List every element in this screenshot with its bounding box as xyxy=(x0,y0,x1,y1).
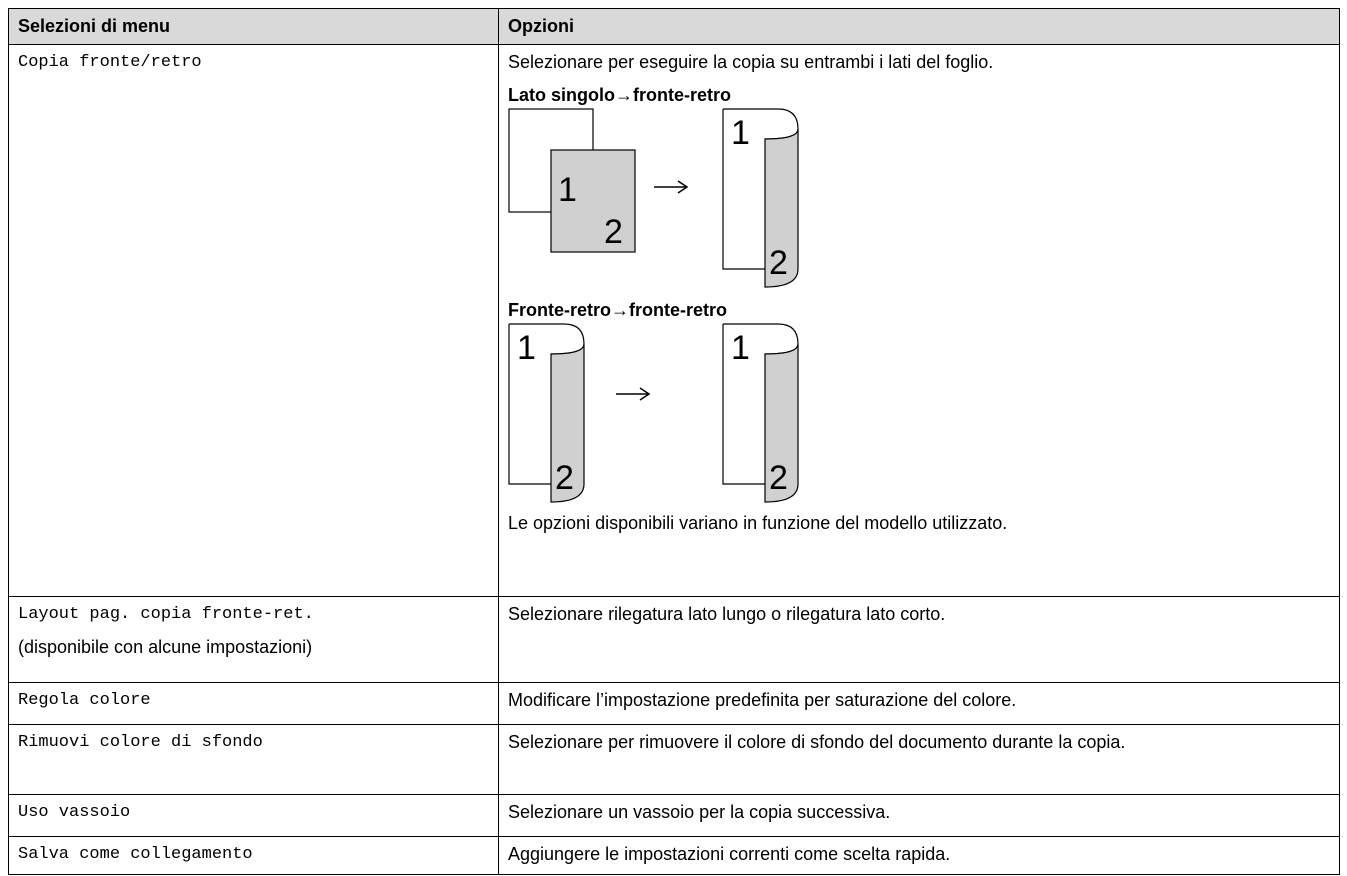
options-cell: Selezionare rilegatura lato lungo o rile… xyxy=(498,596,1340,683)
duplex-icon: 1 2 xyxy=(722,108,799,288)
page-icon xyxy=(550,149,636,253)
duplex-icon: 1 2 xyxy=(508,323,585,503)
options-cell: Selezionare per eseguire la copia su ent… xyxy=(498,44,1340,597)
page-number: 2 xyxy=(769,244,788,282)
header-cell: Opzioni xyxy=(498,8,1340,45)
page-number: 1 xyxy=(517,329,536,367)
options-text: Selezionare per eseguire la copia su ent… xyxy=(508,52,994,72)
options-cell: Selezionare un vassoio per la copia succ… xyxy=(498,794,1340,837)
menu-cell: Copia fronte/retro xyxy=(8,44,499,597)
header-cell: Selezioni di menu xyxy=(8,8,499,45)
duplex-icon: 1 2 xyxy=(722,323,799,503)
arrow xyxy=(616,387,651,401)
page-number: 1 xyxy=(731,114,750,152)
arrow xyxy=(654,180,689,194)
row: Uso vassoio Selezionare un vassoio per l… xyxy=(8,794,1340,837)
menu-cell: Layout pag. copia fronte-ret. (disponibi… xyxy=(8,596,499,683)
row: Layout pag. copia fronte-ret. (disponibi… xyxy=(8,596,1340,683)
row: Copia fronte/retro Selezionare per esegu… xyxy=(8,44,1340,597)
page-number: 2 xyxy=(604,213,623,251)
diagram: 1 2 1 2 xyxy=(508,323,799,503)
menu-table: Selezioni di menu Opzioni Copia fronte/r… xyxy=(8,8,1340,875)
page-number: 1 xyxy=(558,171,577,209)
diagram-label: Lato singolo→fronte-retro xyxy=(508,85,731,105)
row: Rimuovi colore di sfondo Selezionare per… xyxy=(8,724,1340,795)
diagram: 1 2 1 2 xyxy=(508,108,799,288)
menu-text: Layout pag. copia fronte-ret. xyxy=(18,605,314,624)
page-number: 1 xyxy=(731,329,750,367)
menu-cell: Uso vassoio xyxy=(8,794,499,837)
menu-cell: Regola colore xyxy=(8,682,499,725)
menu-note: (disponibile con alcune impostazioni) xyxy=(18,637,313,657)
options-cell: Selezionare per rimuovere il colore di s… xyxy=(498,724,1340,795)
page-number: 2 xyxy=(555,459,574,497)
diagram-label: Fronte-retro→fronte-retro xyxy=(508,300,727,320)
menu-cell: Rimuovi colore di sfondo xyxy=(8,724,499,795)
options-note: Le opzioni disponibili variano in funzio… xyxy=(508,513,1008,533)
options-cell: Aggiungere le impostazioni correnti come… xyxy=(498,836,1340,875)
menu-cell: Salva come collegamento xyxy=(8,836,499,875)
row: Regola colore Modificare l’impostazione … xyxy=(8,682,1340,725)
row: Salva come collegamento Aggiungere le im… xyxy=(8,836,1340,875)
page-number: 2 xyxy=(769,459,788,497)
header-row: Selezioni di menu Opzioni xyxy=(8,8,1340,45)
options-cell: Modificare l’impostazione predefinita pe… xyxy=(498,682,1340,725)
